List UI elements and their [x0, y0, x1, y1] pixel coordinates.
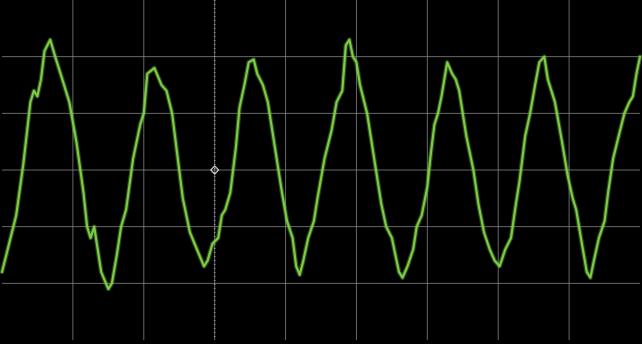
waveform-traces	[0, 37, 642, 292]
waveform-trace-1	[0, 38, 642, 291]
trigger-marker	[209, 165, 220, 175]
trigger-diamond-icon	[209, 165, 220, 175]
